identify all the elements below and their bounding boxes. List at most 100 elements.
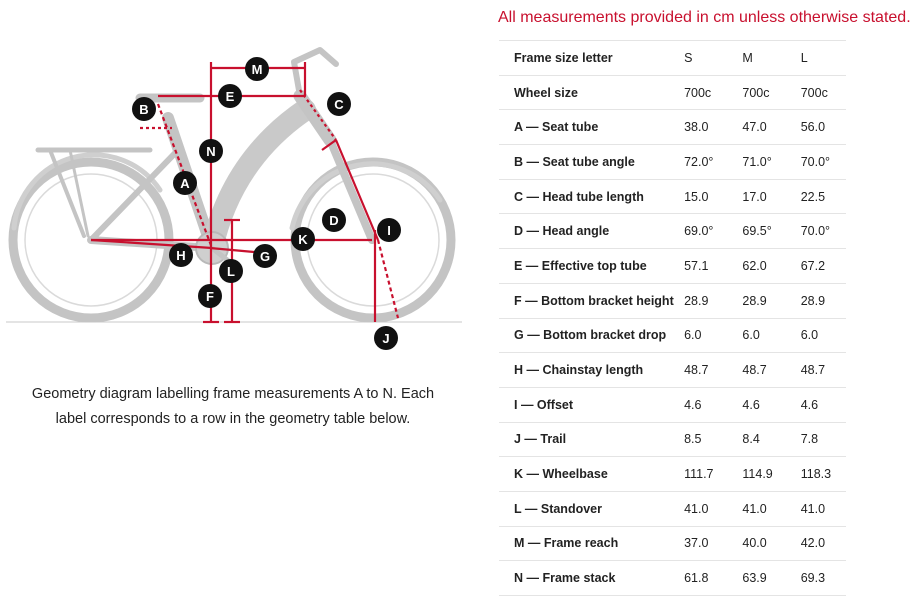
table-row: M — Frame reach 37.0 40.0 42.0: [499, 526, 846, 561]
marker-N: N: [199, 139, 223, 163]
table-row: G — Bottom bracket drop 6.0 6.0 6.0: [499, 318, 846, 353]
marker-J: J: [374, 326, 398, 350]
row-label: J — Trail: [514, 432, 567, 447]
cell-s: 57.1: [684, 258, 709, 273]
cell-m: 62.0: [742, 258, 767, 273]
table-row: L — Standover 41.0 41.0 41.0: [499, 491, 846, 527]
cell-m: 48.7: [742, 363, 767, 378]
cell-s: 61.8: [684, 571, 709, 586]
cell-l: 56.0: [800, 120, 826, 135]
cell-s: 4.6: [684, 397, 702, 412]
header-size-m: M: [742, 50, 753, 65]
table-row: Wheel size 700c 700c 700c: [499, 75, 846, 110]
row-label: A — Seat tube: [514, 120, 599, 135]
header-size-s: S: [684, 50, 693, 65]
cell-s: 28.9: [684, 293, 709, 308]
marker-I: I: [377, 218, 401, 242]
row-label: D — Head angle: [514, 224, 610, 239]
cell-l: 48.7: [800, 363, 826, 378]
cell-l: 6.0: [800, 328, 819, 343]
cell-l: 67.2: [800, 258, 826, 273]
svg-text:L: L: [227, 264, 235, 279]
cell-s: 38.0: [684, 120, 709, 135]
cell-l: 70.0°: [800, 154, 831, 169]
row-label: I — Offset: [514, 397, 574, 412]
table-row: H — Chainstay length 48.7 48.7 48.7: [499, 353, 846, 388]
svg-text:I: I: [387, 223, 391, 238]
row-label: N — Frame stack: [514, 571, 616, 586]
cell-l: 69.3: [800, 571, 826, 586]
bike-geometry-diagram: M E B C N A D I K H G L F J: [6, 47, 462, 350]
header-label: Frame size letter: [514, 50, 613, 65]
table-row: J — Trail 8.5 8.4 7.8: [499, 422, 846, 457]
cell-s: 6.0: [684, 328, 702, 343]
marker-D: D: [322, 208, 346, 232]
svg-text:E: E: [226, 89, 235, 104]
table-header-row: Frame size letter S M L: [499, 40, 846, 76]
cell-m: 41.0: [742, 501, 767, 516]
marker-L: L: [219, 259, 243, 283]
table-row: A — Seat tube 38.0 47.0 56.0: [499, 110, 846, 145]
svg-text:H: H: [176, 248, 185, 263]
cell-m: 69.5°: [742, 224, 772, 239]
cell-l: 41.0: [800, 501, 826, 516]
cell-m: 17.0: [742, 189, 767, 204]
table-row: E — Effective top tube 57.1 62.0 67.2: [499, 249, 846, 284]
table-row: D — Head angle 69.0° 69.5° 70.0°: [499, 214, 846, 249]
table-row: C — Head tube length 15.0 17.0 22.5: [499, 179, 846, 214]
svg-text:K: K: [298, 232, 308, 247]
cell-m: 63.9: [742, 571, 767, 586]
cell-m: 114.9: [742, 467, 773, 482]
svg-text:D: D: [329, 213, 338, 228]
svg-text:A: A: [180, 176, 190, 191]
row-label: L — Standover: [514, 501, 602, 516]
cell-l: 70.0°: [800, 224, 831, 239]
marker-G: G: [253, 244, 277, 268]
svg-text:G: G: [260, 249, 270, 264]
cell-m: 8.4: [742, 432, 760, 447]
geometry-table: Frame size letter S M L Wheel size 700c 70…: [499, 40, 846, 596]
row-label: B — Seat tube angle: [514, 154, 635, 169]
svg-text:J: J: [382, 331, 389, 346]
cell-m: 6.0: [742, 328, 760, 343]
marker-E: E: [218, 84, 242, 108]
cell-s: 8.5: [684, 432, 702, 447]
cell-s: 700c: [684, 85, 712, 100]
svg-text:F: F: [206, 289, 214, 304]
diagram-caption: Geometry diagram labelling frame measure…: [31, 386, 435, 427]
cell-l: 22.5: [800, 189, 826, 204]
svg-text:M: M: [252, 62, 263, 77]
cell-s: 37.0: [684, 536, 709, 551]
cell-l: 7.8: [800, 432, 819, 447]
row-label: E — Effective top tube: [514, 258, 647, 273]
cell-l: 4.6: [800, 397, 819, 412]
cell-s: 15.0: [684, 189, 709, 204]
cell-m: 71.0°: [742, 154, 772, 169]
marker-B: B: [132, 97, 156, 121]
cell-m: 47.0: [742, 120, 767, 135]
marker-A: A: [173, 171, 197, 195]
table-row: I — Offset 4.6 4.6 4.6: [499, 387, 846, 423]
cell-s: 69.0°: [684, 224, 714, 239]
cell-m: 700c: [742, 85, 770, 100]
svg-text:N: N: [206, 144, 215, 159]
table-row: K — Wheelbase 111.7 114.9 118.3: [499, 457, 846, 492]
marker-H: H: [169, 243, 193, 267]
marker-M: M: [245, 57, 269, 81]
table-row: N — Frame stack 61.8 63.9 69.3: [499, 561, 846, 596]
cell-l: 700c: [800, 85, 828, 100]
cell-s: 48.7: [684, 363, 709, 378]
cell-l: 42.0: [800, 536, 826, 551]
cell-s: 111.7: [684, 467, 714, 482]
row-label: M — Frame reach: [514, 536, 619, 551]
cell-s: 41.0: [684, 501, 709, 516]
header-size-l: L: [800, 50, 808, 65]
svg-text:B: B: [139, 102, 148, 117]
row-label: K — Wheelbase: [514, 467, 608, 482]
cell-m: 28.9: [742, 293, 767, 308]
row-label: Wheel size: [514, 85, 578, 100]
row-label: G — Bottom bracket drop: [514, 328, 667, 343]
cell-l: 118.3: [800, 467, 832, 482]
cell-l: 28.9: [800, 293, 826, 308]
marker-K: K: [291, 227, 315, 251]
